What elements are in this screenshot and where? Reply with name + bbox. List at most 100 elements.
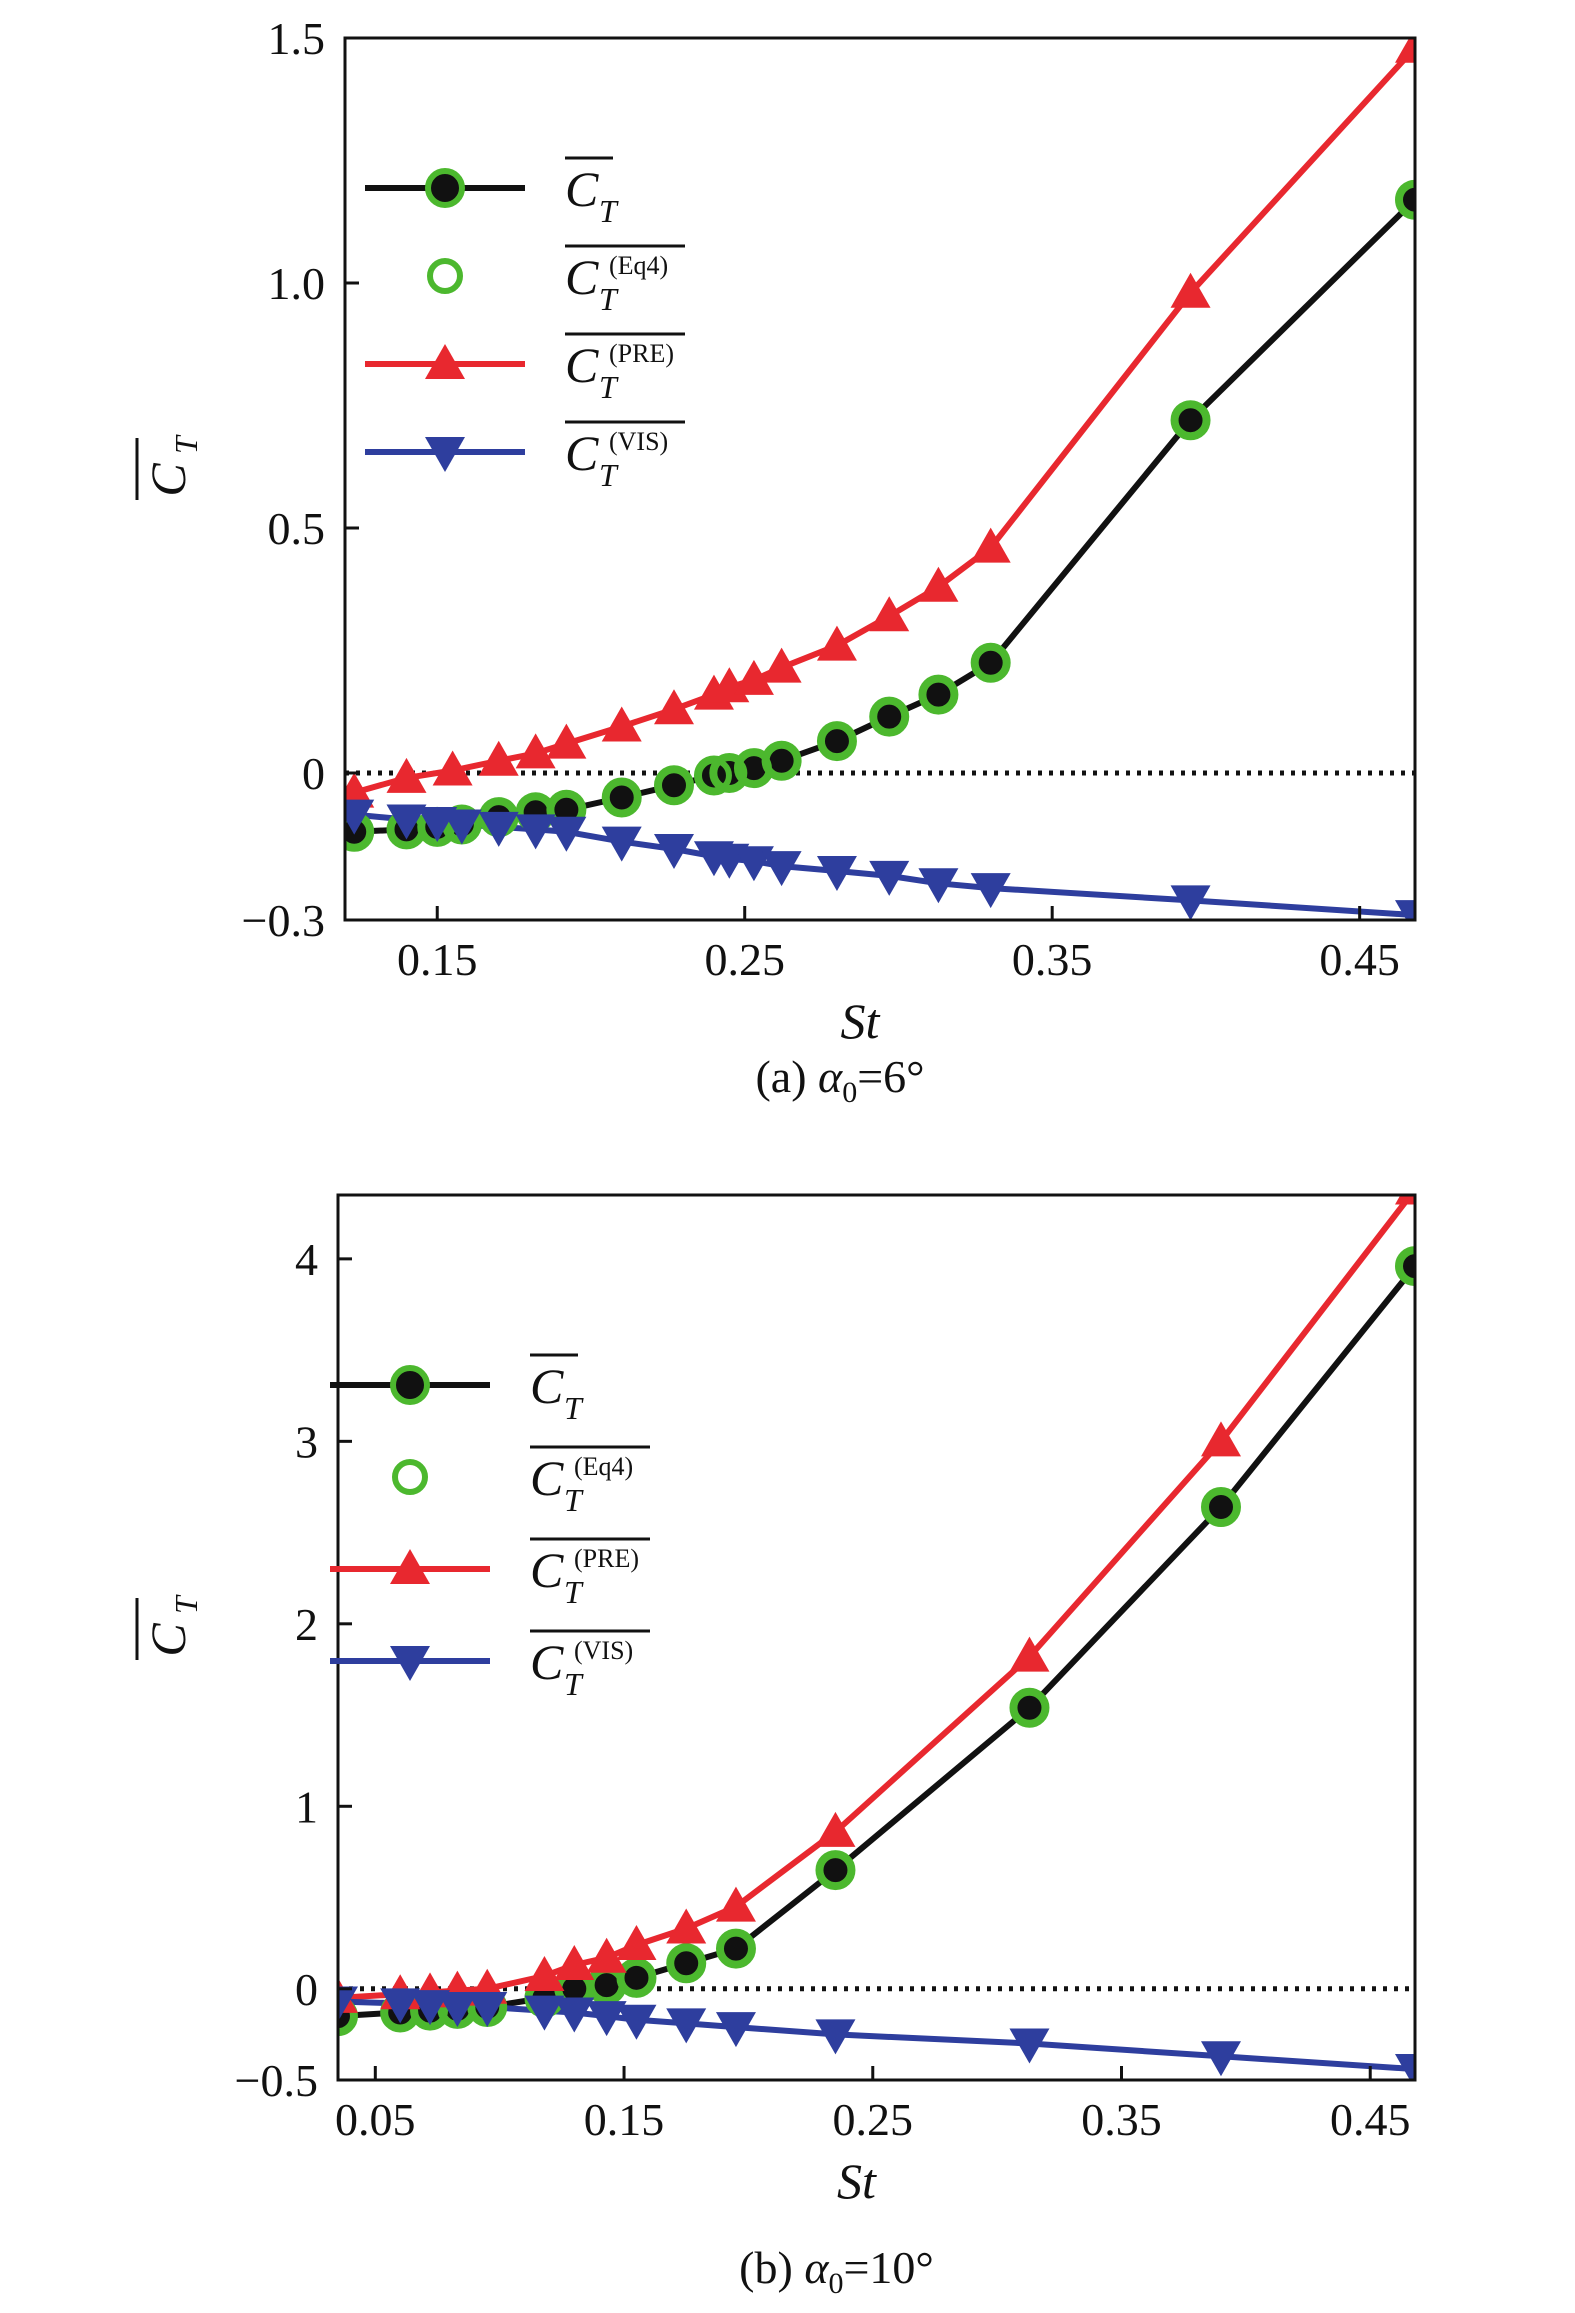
data-point-pre bbox=[815, 1811, 856, 1847]
data-point-eq4 bbox=[1202, 1489, 1239, 1526]
legend-label-sub: T bbox=[564, 1574, 584, 1610]
y-axis-title-main: C bbox=[140, 463, 196, 497]
data-point-vis bbox=[1170, 885, 1211, 920]
y-tick-label: 1.5 bbox=[268, 13, 326, 64]
legend-label-main: C bbox=[565, 249, 599, 305]
caption-alpha: α bbox=[804, 2242, 829, 2293]
y-tick-label: −0.5 bbox=[235, 2055, 318, 2106]
series-line-pre bbox=[351, 44, 1415, 796]
x-tick-label: 0.35 bbox=[1081, 2094, 1162, 2145]
data-point-pre bbox=[666, 1908, 707, 1944]
data-point-eq4 bbox=[618, 1959, 655, 1996]
data-point-eq4 bbox=[763, 742, 800, 779]
data-point-pre bbox=[601, 706, 642, 742]
data-point-eq4 bbox=[871, 698, 908, 735]
data-point-vis bbox=[601, 826, 642, 862]
data-point-vis bbox=[816, 856, 857, 891]
caption-sub: 0 bbox=[828, 2267, 843, 2300]
data-point-vis bbox=[554, 1997, 595, 2033]
plot-area bbox=[345, 38, 1415, 920]
legend-label-sup: (Eq4) bbox=[574, 1452, 633, 1481]
data-point-pre bbox=[1009, 1636, 1050, 1672]
x-tick-label: 0.45 bbox=[1319, 934, 1400, 985]
caption-value: =10° bbox=[843, 2242, 933, 2293]
plot-frame bbox=[343, 36, 1417, 922]
data-point-pre bbox=[1395, 38, 1415, 63]
y-tick-label: −0.3 bbox=[242, 895, 325, 946]
y-axis-title-main: C bbox=[140, 1623, 196, 1657]
y-axis-title: CT bbox=[135, 434, 204, 500]
data-point-vis bbox=[653, 833, 694, 869]
y-axis-title: CT bbox=[135, 1594, 204, 1660]
data-point-vis bbox=[437, 1992, 478, 2028]
legend-label-main: C bbox=[530, 1450, 564, 1506]
legend-label-sup: (VIS) bbox=[574, 1636, 633, 1665]
legend-label-sup: (PRE) bbox=[609, 339, 674, 368]
data-point-eq4 bbox=[817, 1852, 854, 1889]
legend-label-sub: T bbox=[564, 1666, 584, 1702]
x-tick-label: 0.35 bbox=[1012, 934, 1093, 985]
panel-caption: (a) α0=6° bbox=[755, 1051, 924, 1109]
legend-label-sub: T bbox=[599, 457, 619, 493]
data-point-eq4 bbox=[1397, 181, 1415, 218]
caption-alpha: α bbox=[818, 1051, 843, 1102]
y-tick-label: 0 bbox=[295, 1964, 318, 2015]
y-tick-label: 0 bbox=[302, 748, 325, 799]
data-point-eq4 bbox=[668, 1945, 705, 1982]
data-point-vis bbox=[515, 814, 556, 850]
legend-marker-eq4 bbox=[427, 258, 463, 294]
data-point-pre bbox=[586, 1937, 627, 1973]
data-point-pre bbox=[616, 1924, 657, 1960]
x-axis-title: St bbox=[841, 993, 881, 1049]
legend-label-main: C bbox=[530, 1358, 564, 1414]
data-point-eq4 bbox=[1172, 402, 1209, 439]
legend-label-sub: T bbox=[564, 1482, 584, 1518]
data-point-vis bbox=[869, 860, 910, 896]
data-point-vis bbox=[616, 2004, 657, 2040]
data-point-pre bbox=[386, 757, 427, 793]
legend-marker-ct bbox=[425, 168, 465, 208]
legend-label-main: C bbox=[530, 1634, 564, 1690]
data-point-pre bbox=[1395, 1195, 1415, 1205]
data-point-vis bbox=[1200, 2041, 1241, 2077]
data-point-eq4 bbox=[1011, 1689, 1048, 1726]
data-point-pre bbox=[345, 772, 375, 808]
data-point-eq4 bbox=[920, 676, 957, 713]
data-point-pre bbox=[1170, 272, 1211, 308]
legend-label-main: C bbox=[565, 161, 599, 217]
caption-value: =6° bbox=[857, 1051, 924, 1102]
data-point-vis bbox=[815, 2019, 856, 2055]
legend-label-sub: T bbox=[599, 193, 619, 229]
data-point-eq4 bbox=[603, 779, 640, 816]
data-point-vis bbox=[467, 1992, 508, 2028]
y-tick-label: 4 bbox=[295, 1234, 318, 1285]
data-point-pre bbox=[546, 723, 587, 759]
data-point-vis bbox=[410, 1990, 451, 2026]
legend-label-main: C bbox=[565, 425, 599, 481]
legend-label-sub: T bbox=[599, 369, 619, 405]
data-point-pre bbox=[653, 689, 694, 725]
data-point-eq4 bbox=[338, 1998, 356, 2035]
x-axis-title: St bbox=[837, 2153, 877, 2209]
legend-label-sup: (PRE) bbox=[574, 1544, 639, 1573]
data-point-vis bbox=[338, 1986, 358, 2022]
plot-area bbox=[338, 1195, 1415, 2080]
series-line-ct bbox=[338, 1263, 1415, 2020]
data-point-vis bbox=[970, 873, 1011, 909]
legend-label-sup: (Eq4) bbox=[609, 251, 668, 280]
data-point-pre bbox=[715, 1886, 756, 1922]
legend-marker-ct bbox=[390, 1365, 430, 1405]
legend-marker-vis bbox=[390, 1646, 430, 1681]
data-point-eq4 bbox=[711, 755, 748, 791]
data-point-vis bbox=[441, 809, 482, 845]
legend-marker-pre bbox=[390, 1549, 430, 1584]
data-point-eq4 bbox=[1397, 1248, 1415, 1285]
caption-sub: 0 bbox=[842, 1076, 857, 1109]
x-tick-label: 0.05 bbox=[335, 2094, 416, 2145]
legend-label-sup: (VIS) bbox=[609, 427, 668, 456]
data-point-pre bbox=[918, 566, 959, 602]
data-point-pre bbox=[733, 659, 774, 695]
x-tick-label: 0.25 bbox=[833, 2094, 914, 2145]
